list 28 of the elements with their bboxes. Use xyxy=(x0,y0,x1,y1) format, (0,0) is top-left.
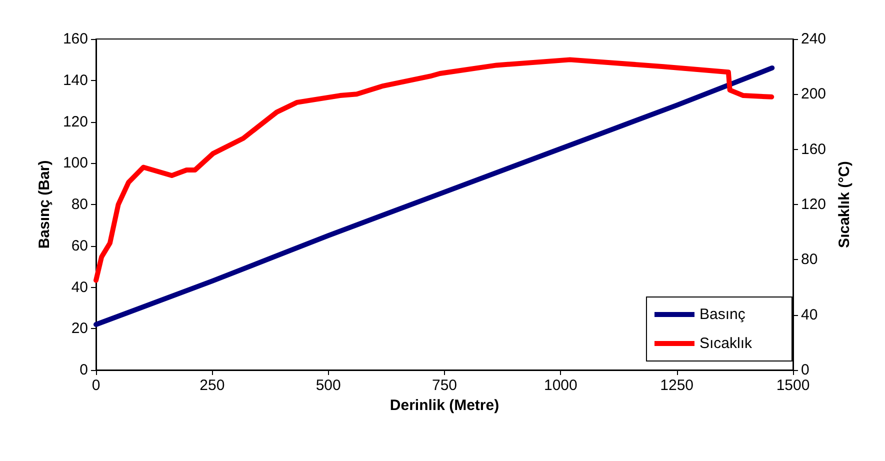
y2-tick-label: 80 xyxy=(801,251,818,268)
x-tick-label: 1000 xyxy=(544,377,578,394)
y-tick-label: 120 xyxy=(62,113,88,130)
y-tick-label: 0 xyxy=(80,362,88,378)
x-tick-label: 1250 xyxy=(660,377,694,394)
y-tick-label: 40 xyxy=(71,278,88,296)
legend-label: Basınç xyxy=(699,306,746,323)
x-axis-title: Derinlik (Metre) xyxy=(390,397,500,414)
x-tick-label: 0 xyxy=(92,377,100,394)
y2-tick-label: 200 xyxy=(801,86,826,103)
x-tick-label: 1500 xyxy=(776,377,810,394)
legend-label: Sıcaklık xyxy=(699,335,752,352)
y-tick-label: 80 xyxy=(71,196,88,213)
y-tick-label: 60 xyxy=(71,237,88,254)
y2-tick-label: 240 xyxy=(801,30,826,48)
x-tick-label: 750 xyxy=(432,377,458,394)
y-tick-label: 140 xyxy=(62,72,88,89)
y-tick-label: 20 xyxy=(71,320,88,338)
y2-tick-label: 40 xyxy=(801,306,818,324)
y-axis-title: Basınç (Bar) xyxy=(36,160,54,249)
y2-tick-label: 160 xyxy=(801,140,826,158)
y-tick-label: 100 xyxy=(62,154,88,172)
y-tick-label: 160 xyxy=(62,30,88,48)
y2-axis-title: Sıcaklık (°C) xyxy=(836,161,853,248)
x-tick-label: 250 xyxy=(200,377,225,394)
y2-tick-label: 0 xyxy=(801,362,810,378)
y2-tick-label: 120 xyxy=(801,196,826,213)
x-tick-label: 500 xyxy=(316,377,341,394)
